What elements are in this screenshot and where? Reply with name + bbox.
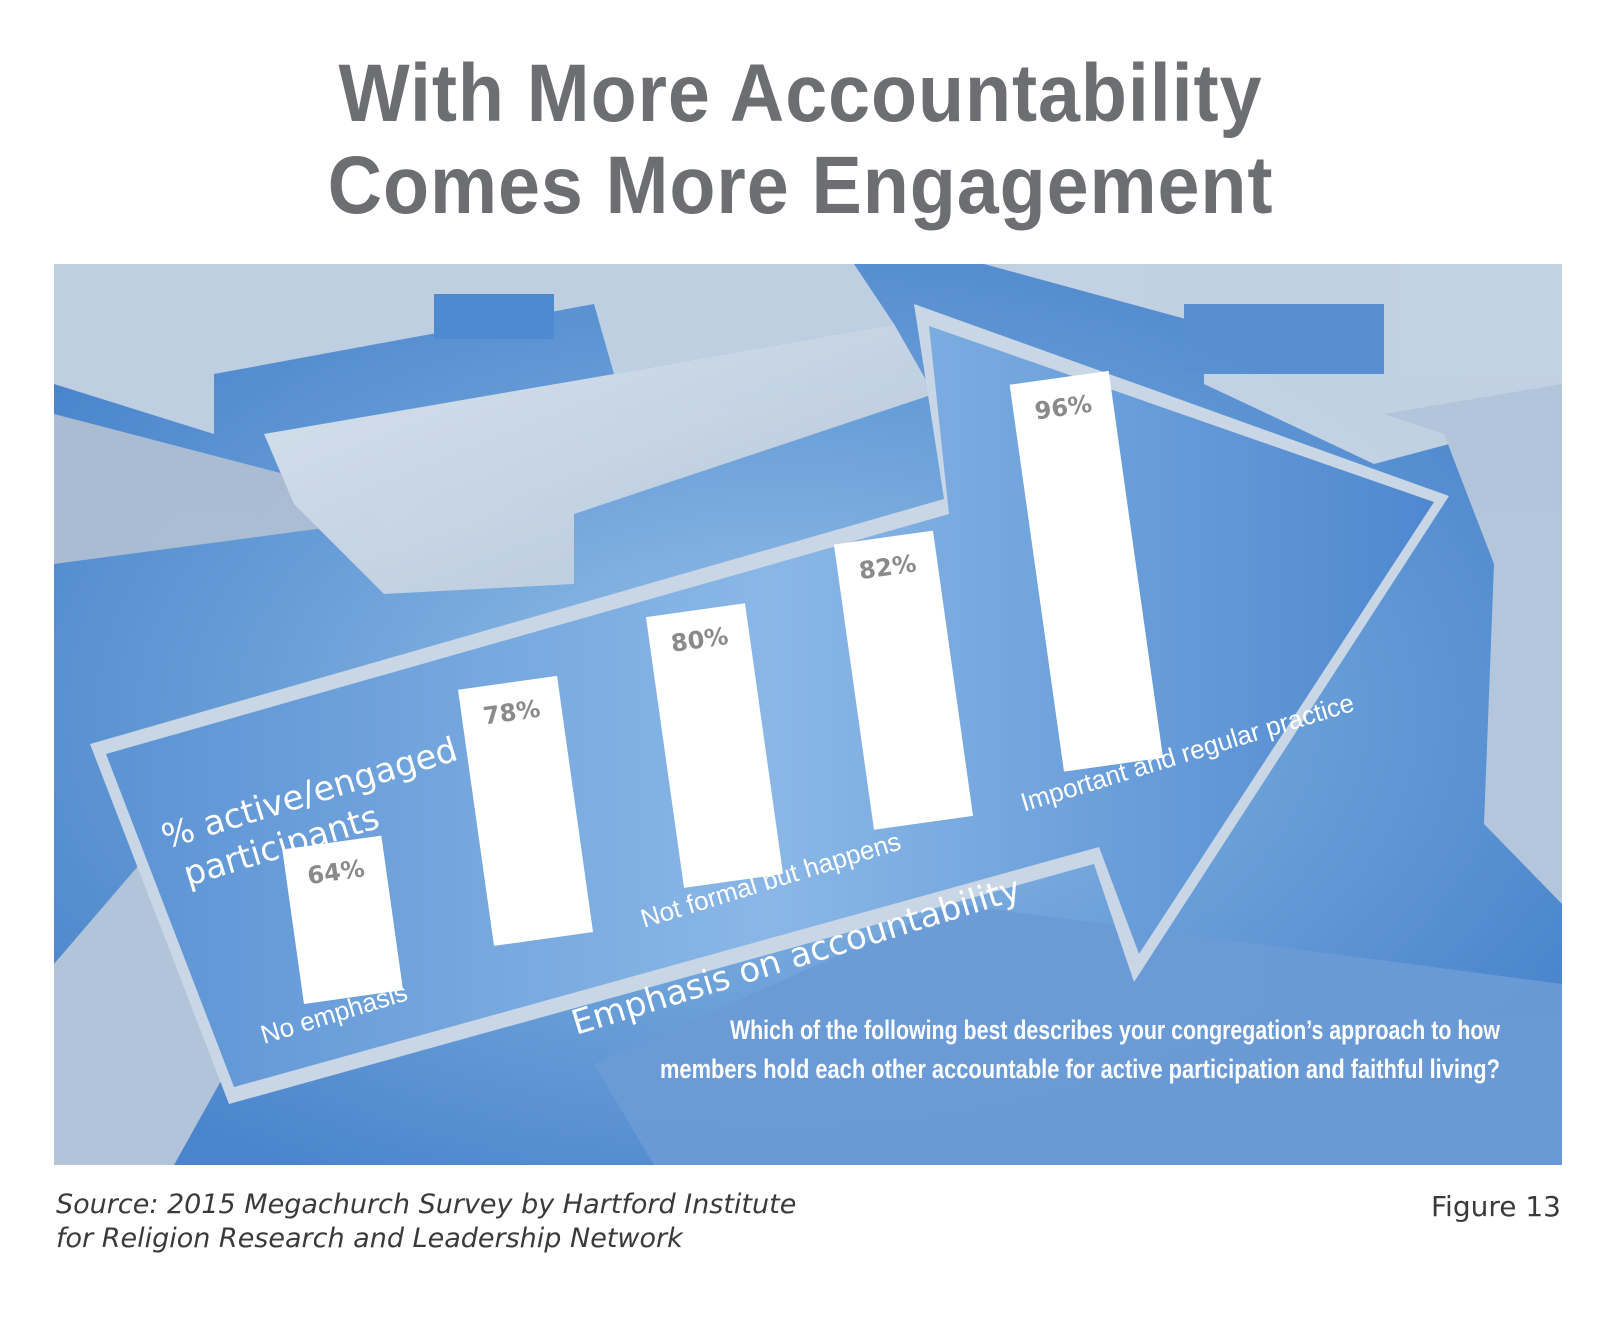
bar-1 bbox=[282, 835, 404, 1004]
bar-rect-2 bbox=[458, 675, 594, 946]
title-line-2: Comes More Engagement bbox=[327, 140, 1274, 231]
bar-rect-4 bbox=[833, 530, 974, 830]
bg-arrow-left bbox=[54, 414, 354, 564]
decorative-arrows bbox=[54, 264, 1562, 1165]
bar-2 bbox=[458, 675, 594, 946]
bg-arrow-top-left bbox=[54, 264, 894, 434]
chart-panel: 64% 78% 80% 82% 96% No emphasis Not formal bu… bbox=[54, 264, 1562, 1165]
bar-rect-5 bbox=[1009, 370, 1164, 772]
bar-3 bbox=[645, 603, 784, 888]
chart-title: With More Accountability Comes More Enga… bbox=[64, 48, 1537, 232]
source-line-1: Source: 2015 Megachurch Survey by Hartfo… bbox=[56, 1189, 797, 1220]
bar-rect-1 bbox=[282, 835, 404, 1004]
bg-window-1 bbox=[434, 294, 554, 339]
source-line-2: for Religion Research and Leadership Net… bbox=[56, 1223, 683, 1254]
question-line-2: members hold each other accountable for … bbox=[660, 1054, 1500, 1084]
bar-group bbox=[282, 370, 1164, 1004]
bg-arrow-bottom-right bbox=[594, 904, 1562, 1165]
bg-arrow-center bbox=[264, 324, 934, 594]
bar-rect-3 bbox=[645, 603, 784, 888]
title-line-1: With More Accountability bbox=[338, 48, 1263, 139]
bar-4 bbox=[833, 530, 974, 830]
source-note: Source: 2015 Megachurch Survey by Hartfo… bbox=[56, 1188, 956, 1256]
figure-number: Figure 13 bbox=[1430, 1190, 1561, 1223]
bar-5 bbox=[1009, 370, 1164, 772]
bg-window-2 bbox=[1184, 304, 1384, 374]
question-line-1: Which of the following best describes yo… bbox=[730, 1015, 1501, 1045]
bg-arrow-right bbox=[1384, 384, 1562, 904]
